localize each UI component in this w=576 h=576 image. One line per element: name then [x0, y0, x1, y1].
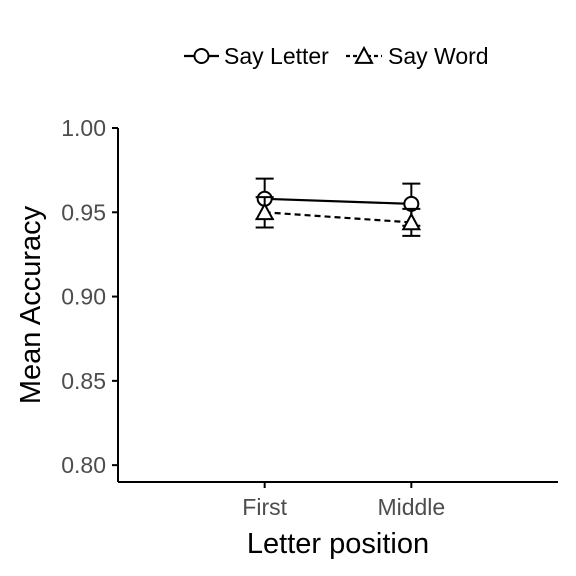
legend-item-say-word: Say Word	[346, 43, 489, 69]
x-axis-ticks: First Middle	[242, 482, 445, 520]
series-layer	[254, 177, 422, 237]
x-axis-title: Letter position	[247, 528, 429, 560]
y-tick-label: 0.90	[61, 284, 106, 310]
y-axis-title: Mean Accuracy	[15, 205, 47, 404]
series-line	[264, 197, 412, 205]
x-tick-label: First	[242, 494, 287, 520]
y-axis-ticks: 0.80 0.85 0.90 0.95 1.00	[61, 115, 118, 478]
y-tick-label: 1.00	[61, 115, 106, 141]
y-tick-label: 0.95	[61, 199, 106, 225]
legend: Say Letter Say Word	[184, 43, 489, 69]
series-say-word	[254, 196, 422, 237]
y-tick-label: 0.80	[61, 452, 106, 478]
series-say-letter	[255, 177, 421, 227]
legend-label: Say Letter	[224, 43, 329, 69]
y-tick-label: 0.85	[61, 368, 106, 394]
x-tick-label: Middle	[377, 494, 445, 520]
legend-label: Say Word	[388, 43, 489, 69]
axes: 0.80 0.85 0.90 0.95 1.00 First Middle	[61, 115, 558, 520]
legend-marker	[193, 48, 210, 64]
data-point	[401, 212, 422, 231]
data-point	[254, 202, 275, 221]
series-line	[264, 211, 412, 224]
legend-marker	[354, 45, 374, 64]
legend-item-say-letter: Say Letter	[184, 43, 329, 69]
